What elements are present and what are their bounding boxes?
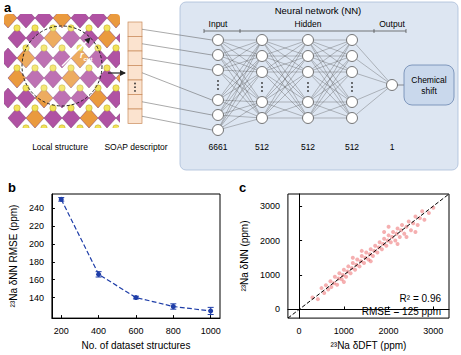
svg-text:0: 0 bbox=[275, 304, 280, 314]
svg-text:512: 512 bbox=[345, 142, 359, 152]
svg-text:SOAP descriptor: SOAP descriptor bbox=[104, 142, 167, 152]
svg-text:400: 400 bbox=[91, 326, 106, 336]
svg-text:c: c bbox=[239, 180, 246, 195]
svg-text:RMSE = 125 ppm: RMSE = 125 ppm bbox=[362, 306, 441, 317]
svg-text:180: 180 bbox=[29, 257, 44, 267]
svg-text:800: 800 bbox=[166, 326, 181, 336]
svg-text:1000: 1000 bbox=[201, 326, 221, 336]
svg-text:Neural network (NN): Neural network (NN) bbox=[275, 5, 362, 16]
svg-text:b: b bbox=[8, 180, 16, 195]
svg-text:6661: 6661 bbox=[209, 142, 228, 152]
svg-text:220: 220 bbox=[29, 221, 44, 231]
svg-text:²³Na δNN (ppm): ²³Na δNN (ppm) bbox=[239, 220, 250, 291]
svg-text:600: 600 bbox=[128, 326, 143, 336]
svg-text:No. of dataset structures: No. of dataset structures bbox=[81, 340, 190, 351]
svg-text:200: 200 bbox=[54, 326, 69, 336]
svg-text:Input: Input bbox=[209, 19, 229, 29]
svg-text:shift: shift bbox=[421, 86, 437, 96]
svg-text:512: 512 bbox=[301, 142, 315, 152]
svg-text:240: 240 bbox=[29, 203, 44, 213]
svg-text:2000: 2000 bbox=[260, 236, 280, 246]
svg-text:Output: Output bbox=[379, 19, 405, 29]
svg-text:512: 512 bbox=[255, 142, 269, 152]
svg-text:0: 0 bbox=[297, 326, 302, 336]
svg-text:Chemical: Chemical bbox=[411, 75, 447, 85]
svg-text:2000: 2000 bbox=[379, 326, 399, 336]
svg-text:3000: 3000 bbox=[260, 201, 280, 211]
svg-text:Hidden: Hidden bbox=[295, 19, 322, 29]
svg-text:²³Na δDFT (ppm): ²³Na δDFT (ppm) bbox=[330, 340, 406, 351]
svg-text:Local structure: Local structure bbox=[32, 142, 88, 152]
svg-text:R² = 0.96: R² = 0.96 bbox=[400, 293, 442, 304]
svg-text:140: 140 bbox=[29, 293, 44, 303]
svg-text:1: 1 bbox=[390, 142, 395, 152]
svg-text:1000: 1000 bbox=[260, 270, 280, 280]
svg-text:1000: 1000 bbox=[334, 326, 354, 336]
svg-text:rcut: rcut bbox=[80, 50, 93, 62]
svg-text:160: 160 bbox=[29, 275, 44, 285]
svg-text:²³Na δNN RMSE (ppm): ²³Na δNN RMSE (ppm) bbox=[8, 205, 19, 308]
svg-text:a: a bbox=[4, 0, 12, 15]
svg-text:3000: 3000 bbox=[423, 326, 443, 336]
svg-text:200: 200 bbox=[29, 239, 44, 249]
